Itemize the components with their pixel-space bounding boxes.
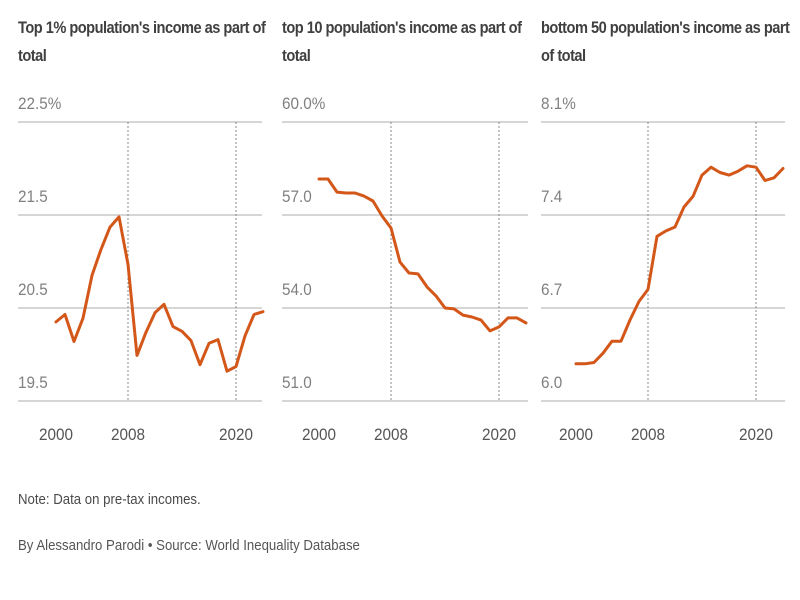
y-tick-label: 57.0	[282, 187, 312, 206]
x-tick-label: 2008	[111, 425, 145, 444]
x-tick-label: 2020	[219, 425, 253, 444]
x-tick-label: 2000	[39, 425, 73, 444]
y-tick-label: 22.5%	[18, 94, 61, 113]
y-tick-label: 7.4	[541, 187, 562, 206]
x-tick-label: 2020	[482, 425, 516, 444]
x-tick-label: 2000	[302, 425, 336, 444]
y-tick-label: 21.5	[18, 187, 48, 206]
chart-title-top1: Top 1% population's income as part of to…	[18, 18, 266, 65]
series-line-top-10-	[317, 177, 528, 333]
y-tick-label: 54.0	[282, 280, 312, 299]
y-tick-label: 8.1%	[541, 94, 576, 113]
y-tick-label: 51.0	[282, 373, 312, 392]
chart-title-top10: top 10 population's income as part of to…	[282, 18, 522, 65]
y-tick-label: 6.7	[541, 280, 562, 299]
chart-title-bottom50: bottom 50 population's income as part of…	[541, 18, 790, 65]
y-tick-label: 6.0	[541, 373, 562, 392]
footnote: Note: Data on pre-tax incomes.	[18, 491, 201, 508]
series-line-top-1-	[54, 215, 265, 373]
y-tick-label: 60.0%	[282, 94, 325, 113]
x-tick-label: 2000	[559, 425, 593, 444]
y-tick-label: 19.5	[18, 373, 48, 392]
x-tick-label: 2008	[374, 425, 408, 444]
series-line-bottom-50-	[574, 164, 785, 366]
source-credit: By Alessandro Parodi • Source: World Ine…	[18, 537, 360, 554]
x-tick-label: 2008	[631, 425, 665, 444]
y-tick-label: 20.5	[18, 280, 48, 299]
x-tick-label: 2020	[739, 425, 773, 444]
